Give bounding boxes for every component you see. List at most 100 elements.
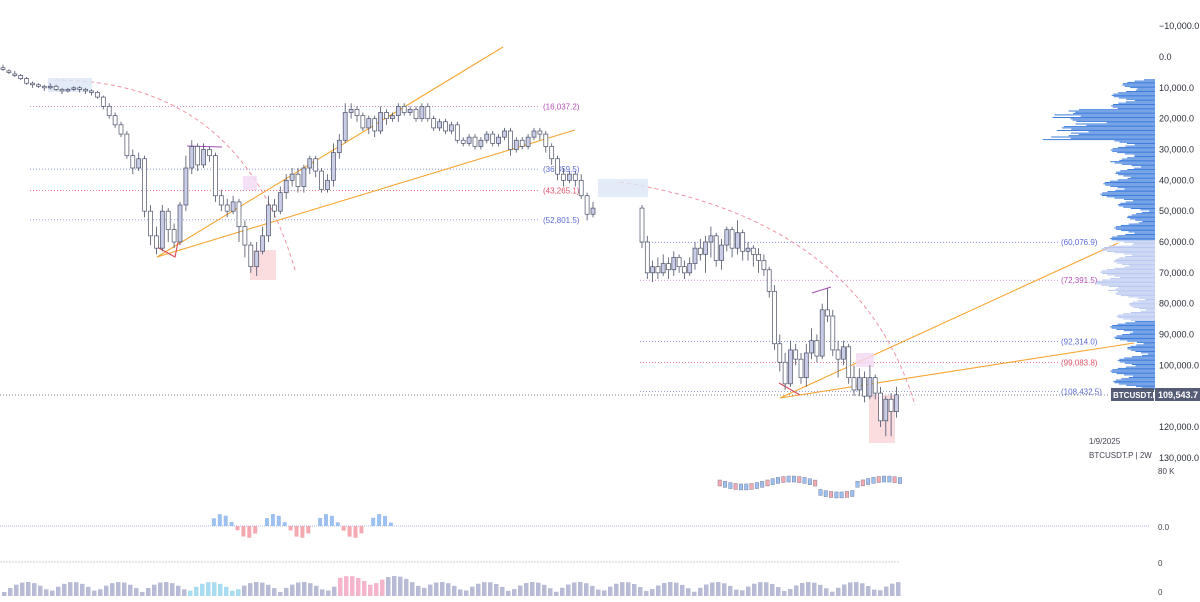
profile-bar [1130,305,1155,307]
osc-bar [288,526,293,531]
candle-body [142,158,147,212]
volume-bar [200,583,205,596]
candle-body [466,136,472,144]
volume-bar [224,586,229,596]
candle-body [395,105,401,116]
axis-tick-label: 20,000.0 [1159,114,1194,124]
profile-bar [1136,341,1155,343]
volume-bar [566,584,571,596]
candle-body [846,346,852,379]
axis-tick-label: 70,000.0 [1159,268,1194,278]
osc-bar [329,515,334,526]
profile-bar [1114,382,1155,384]
candle-body [419,105,425,120]
volume-bar [428,584,433,596]
candle-body [301,167,307,187]
volume-bar [680,584,685,596]
mini-candle [866,478,871,485]
profile-bar [1102,279,1155,281]
profile-bar [1116,315,1155,317]
volume-bar [146,587,151,596]
profile-bar [1073,113,1155,115]
volume-bar [776,587,781,596]
candle-body [348,109,354,113]
profile-bar [1130,319,1155,321]
candle-body [687,263,693,274]
volume-bar [860,583,865,596]
candle-body [165,210,171,231]
profile-bar [1070,137,1155,139]
profile-bar [1105,184,1155,186]
profile-bar [1142,354,1155,356]
price-axis[interactable]: −10,000.0 0.0 10,000.0 20,000.0 30,000.0 40,0… [1159,21,1199,463]
mini-candle [802,477,807,484]
profile-bar [1080,115,1155,117]
profile-bar [1138,297,1155,299]
trend-line [779,242,1119,399]
profile-bar [1137,88,1155,90]
profile-bar [1114,336,1155,338]
profile-bar [1111,371,1155,373]
profile-bar [1109,180,1155,182]
volume-bar [14,584,19,596]
axis-tick-label: 50,000.0 [1159,206,1194,216]
volume-bar [110,583,115,596]
volume-bar [524,583,529,596]
volume-bar [170,583,175,596]
profile-bar [1117,235,1155,237]
candle-body [407,109,413,113]
volume-bar [614,583,619,596]
volume-bar [794,585,799,596]
osc-bar [211,518,216,526]
volume-bar [398,576,403,596]
candle-body [525,136,531,147]
candle-body [639,207,645,243]
volume-bar [344,576,349,596]
symbol-badge[interactable]: BTCUSDT.P [1111,388,1159,401]
profile-bar [1063,126,1155,128]
profile-bar [1133,331,1155,333]
candle-body [100,96,106,107]
profile-bar [1118,314,1155,316]
profile-bar [1115,338,1155,339]
mini-candle [760,481,765,488]
candle-body [819,309,825,357]
profile-bar [1115,292,1155,294]
profile-bar [1131,214,1155,216]
candle-body [124,133,130,157]
profile-bar [1118,97,1155,99]
volume-bar [50,590,55,596]
last-price-badge[interactable]: 109,543.7 [1155,388,1200,401]
profile-bar [1116,335,1155,337]
mini-candle [898,477,902,484]
volume-bar [176,585,181,596]
profile-bar [1133,243,1155,245]
profile-bar [1117,204,1155,206]
candle-body [366,118,372,129]
profile-bar [1118,317,1155,319]
axis-tick-label: 60,000.0 [1159,237,1194,247]
candle-body [95,92,100,98]
profile-bar [1114,260,1155,261]
candle-body [201,149,206,166]
profile-bar [1086,124,1155,126]
volume-bar [416,585,421,596]
profile-bar [1106,269,1155,271]
volume-bar [812,582,817,596]
mini-candle [839,491,844,499]
candle-body [572,173,578,181]
candle-body [354,109,360,116]
profile-bar [1116,171,1155,173]
profile-bar [1140,352,1155,354]
profile-bar [1144,79,1155,81]
osc-bar [324,514,328,526]
profile-bar [1125,234,1155,235]
level-label: (43,265.1) [543,186,580,195]
volume-bar [506,590,511,596]
profile-bar [1129,332,1155,334]
axis-tick-label: 10,000.0 [1159,83,1194,93]
volume-bar [422,587,427,596]
profile-bar [1119,358,1155,360]
